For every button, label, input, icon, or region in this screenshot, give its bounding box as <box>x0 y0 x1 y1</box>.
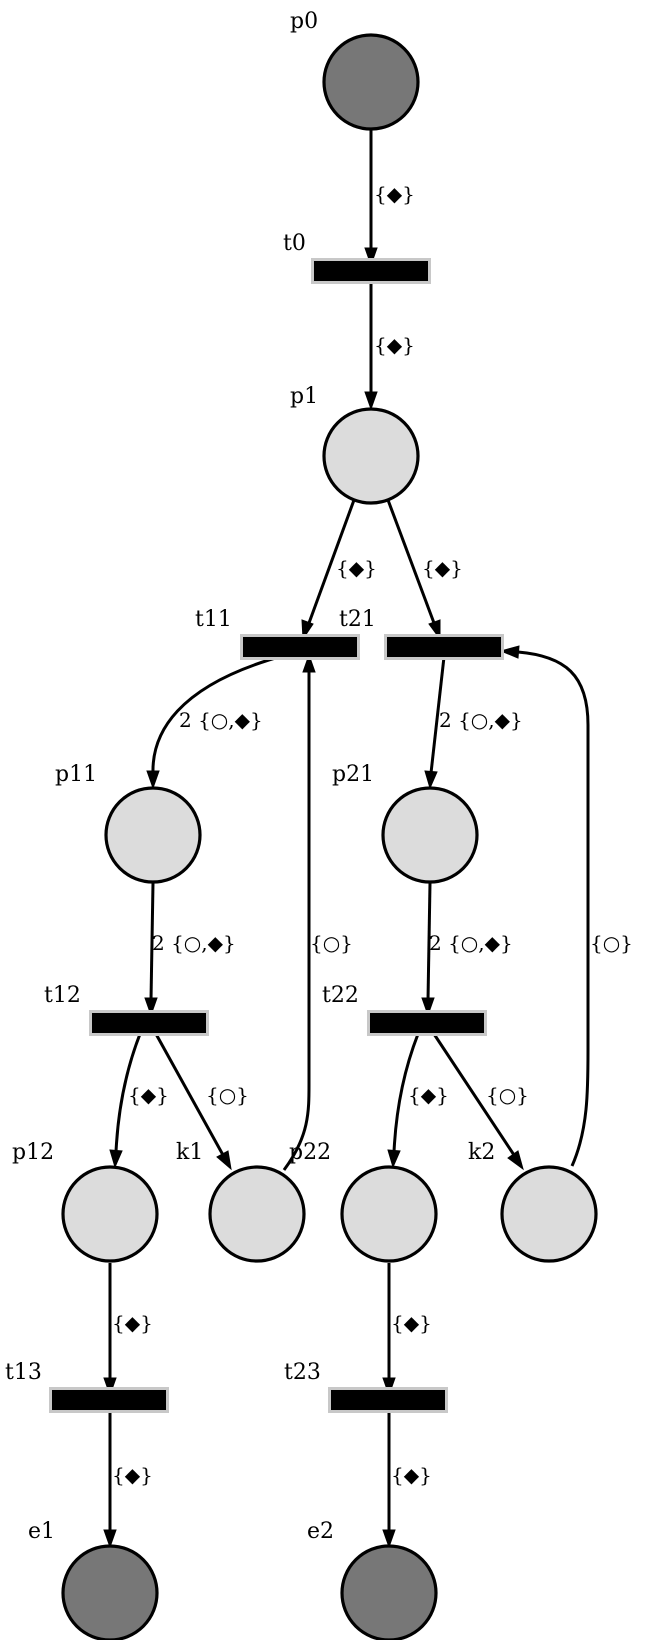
arc-t21-p21 <box>429 656 446 774</box>
label-p11: p11 <box>55 762 97 787</box>
arc-label-p12-t13: {◆} <box>112 1311 153 1335</box>
label-t0: t0 <box>283 231 306 256</box>
label-t13: t13 <box>5 1360 42 1385</box>
arc-label-k2-t21: {○} <box>590 931 633 955</box>
arrowhead-t22-k2 <box>507 1150 524 1171</box>
places <box>61 33 598 1640</box>
arc-label-t21-p21: 2 {○,◆} <box>439 708 523 732</box>
arrowhead-k1-t11 <box>302 653 316 673</box>
arc-label-t22-p22: {◆} <box>408 1083 449 1107</box>
label-p0: p0 <box>290 9 318 34</box>
transition-t22 <box>367 1010 487 1036</box>
arrowhead-t11-p11 <box>146 770 160 790</box>
arrowhead-p12-t13 <box>103 1377 117 1397</box>
transitions <box>49 258 504 1413</box>
arrowhead-t22-p22 <box>387 1149 401 1169</box>
arrowhead-t12-p12 <box>109 1149 123 1169</box>
arc-labels: {◆} {◆} {◆} {◆} 2 {○,◆} 2 {○,◆} 2 {○,◆} … <box>112 182 633 1487</box>
arc-label-t12-p12: {◆} <box>128 1083 169 1107</box>
arc-label-p22-t23: {◆} <box>391 1311 432 1335</box>
arc-label-p21-t22: 2 {○,◆} <box>429 931 513 955</box>
place-p11 <box>104 786 202 884</box>
transition-t23 <box>328 1387 448 1413</box>
transition-t11 <box>240 634 360 660</box>
arc-t12-p12 <box>114 1033 142 1153</box>
arc-label-p0-t0: {◆} <box>374 182 415 206</box>
place-p12 <box>61 1165 159 1263</box>
label-k1: k1 <box>176 1140 203 1165</box>
arc-label-t0-p1: {◆} <box>374 333 415 357</box>
arrowhead-p11-t12 <box>144 997 158 1017</box>
place-e2 <box>340 1544 438 1640</box>
arc-label-t13-e1: {◆} <box>112 1463 153 1487</box>
arc-t11-p11 <box>151 653 287 774</box>
arrowhead-k2-t21 <box>499 645 520 659</box>
arc-label-k1-t11: {○} <box>310 931 353 955</box>
label-t12: t12 <box>44 983 81 1008</box>
arc-p1-t11 <box>307 499 356 624</box>
transition-t0 <box>311 258 431 284</box>
transition-t12 <box>89 1010 209 1036</box>
arrowhead-t13-e1 <box>103 1529 117 1549</box>
label-t11: t11 <box>195 607 232 632</box>
transition-t13 <box>49 1387 169 1413</box>
transition-t21 <box>384 634 504 660</box>
place-p0 <box>322 33 420 131</box>
label-p21: p21 <box>332 762 374 787</box>
arc-label-p1-t11: {◆} <box>336 556 377 580</box>
arrowhead-p21-t22 <box>421 997 435 1017</box>
arc-p11-t12 <box>149 882 155 1001</box>
arrowhead-t23-e2 <box>382 1529 396 1549</box>
arc-p21-t22 <box>426 882 432 1001</box>
arc-p1-t21 <box>386 499 436 624</box>
place-p1 <box>322 407 420 505</box>
arc-t22-p22 <box>392 1033 420 1153</box>
label-p12: p12 <box>12 1140 54 1165</box>
place-p22 <box>340 1165 438 1263</box>
arc-label-t22-k2: {○} <box>486 1083 529 1107</box>
label-p1: p1 <box>290 384 318 409</box>
arc-label-p11-t12: 2 {○,◆} <box>152 931 236 955</box>
place-e1 <box>61 1544 159 1640</box>
arrowhead-t21-p21 <box>424 770 438 790</box>
label-t21: t21 <box>339 607 376 632</box>
label-t22: t22 <box>322 983 359 1008</box>
arc-k2-t21 <box>517 650 590 1167</box>
place-p21 <box>381 786 479 884</box>
arc-label-t23-e2: {◆} <box>391 1463 432 1487</box>
arc-t12-k1 <box>154 1033 225 1156</box>
arc-t22-k2 <box>432 1033 516 1156</box>
label-e1: e1 <box>28 1519 55 1544</box>
place-k1 <box>208 1165 306 1263</box>
arc-label-t11-p11: 2 {○,◆} <box>179 708 263 732</box>
label-e2: e2 <box>307 1519 334 1544</box>
label-p22: p22 <box>289 1140 331 1165</box>
arrowhead-t12-k1 <box>216 1150 232 1171</box>
arc-label-p1-t21: {◆} <box>422 556 463 580</box>
label-t23: t23 <box>284 1360 321 1385</box>
arrowhead-p0-t0 <box>364 247 378 267</box>
arcs <box>103 128 590 1549</box>
arc-k1-t11 <box>282 670 311 1171</box>
arrowhead-t0-p1 <box>364 391 378 411</box>
arrowhead-p22-t23 <box>382 1377 396 1397</box>
arc-label-t12-k1: {○} <box>206 1083 249 1107</box>
node-labels: p0 t0 p1 t11 t21 p11 p21 t12 t22 p12 k1 … <box>5 9 495 1544</box>
place-k2 <box>500 1165 598 1263</box>
label-k2: k2 <box>468 1140 495 1165</box>
